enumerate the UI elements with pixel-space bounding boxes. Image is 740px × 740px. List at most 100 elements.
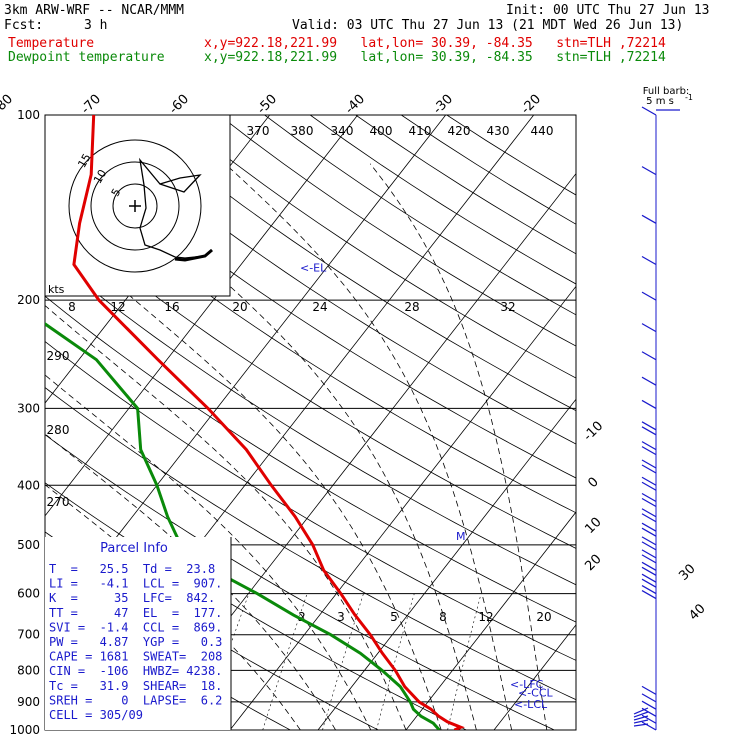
dry-adiabat <box>173 115 576 379</box>
level-marker: <-LFC <box>510 678 544 691</box>
parcel-info-title: Parcel Info <box>100 541 168 556</box>
pressure-label: 900 <box>17 695 40 709</box>
dry-adiabat <box>309 115 576 285</box>
wind-barb <box>641 399 657 409</box>
wind-barb <box>641 554 657 564</box>
isotherm <box>493 624 576 730</box>
pressure-label: 500 <box>17 538 40 552</box>
wind-barb <box>641 522 657 532</box>
theta-label: 370 <box>247 124 270 138</box>
theta-label: 430 <box>487 124 510 138</box>
pressure-label: 1000 <box>9 723 40 737</box>
wind-barb <box>641 323 657 333</box>
level-marker: <-EL <box>300 262 327 275</box>
theta-lower-label: 280 <box>47 423 70 437</box>
wind-barb <box>641 549 657 559</box>
isotherm-label: -80 <box>0 92 16 118</box>
theta-e-label: 12 <box>110 300 125 314</box>
pressure-label: 600 <box>17 587 40 601</box>
wind-barb <box>641 585 657 595</box>
wind-barb <box>641 700 657 710</box>
dry-adiabat <box>82 115 576 445</box>
valid-time: Valid: 03 UTC Thu 27 Jun 13 (21 MDT Wed … <box>292 18 684 33</box>
pressure-label: 700 <box>17 628 40 642</box>
wind-barb <box>641 566 657 576</box>
wind-barb <box>641 426 657 436</box>
parcel-info-row: CELL = 305/09 <box>49 708 143 722</box>
mixing-ratio-line <box>376 593 415 730</box>
wind-barb <box>641 351 657 361</box>
wind-barb <box>641 721 657 731</box>
theta-lower-label: 270 <box>47 495 70 509</box>
moist-adiabat <box>45 305 407 730</box>
moist-adiabat <box>91 163 477 730</box>
dry-adiabat <box>45 164 576 514</box>
theta-e-label: 20 <box>232 300 247 314</box>
wind-barb <box>641 527 657 537</box>
init-time: Init: 00 UTC Thu 27 Jun 13 <box>506 3 710 18</box>
isotherm-label: -40 <box>342 92 368 118</box>
hodograph-ring <box>68 139 202 273</box>
wind-barb <box>641 561 657 571</box>
barb-legend-value: 5 m s <box>646 96 674 107</box>
theta-e-label: 8 <box>68 300 76 314</box>
hodograph-ring-label: 10 <box>91 167 109 186</box>
wind-barb <box>641 536 657 546</box>
cell-motion-marker: M <box>456 530 466 543</box>
isotherm-label: -50 <box>254 92 280 118</box>
mixing-ratio-label: 5 <box>390 610 398 624</box>
parcel-info-row: TT = 47 EL = 177. <box>49 606 222 620</box>
pressure-label: 300 <box>17 401 40 415</box>
wind-barb <box>633 723 649 727</box>
wind-barb <box>633 715 649 721</box>
isotherm <box>317 398 576 730</box>
wind-barb <box>641 441 657 451</box>
hodograph-trace <box>138 157 213 259</box>
wind-barb <box>641 714 657 724</box>
moist-adiabat <box>224 163 512 730</box>
dewpoint-legend: Dewpoint temperature <box>8 50 165 65</box>
wind-barb <box>641 255 657 265</box>
forecast-hour: 3 h <box>84 18 108 33</box>
moist-adiabat <box>45 374 372 730</box>
pressure-label: 400 <box>17 478 40 492</box>
wind-barb <box>641 541 657 551</box>
wind-barb <box>641 376 657 386</box>
forecast-label: Fcst: <box>4 18 44 33</box>
level-marker: <-LCL <box>514 698 548 711</box>
isotherm-label: 20 <box>582 552 604 574</box>
parcel-info-row: LI = -4.1 LCL = 907. <box>49 577 222 591</box>
dry-adiabat <box>45 295 576 623</box>
isotherm-label: -70 <box>78 92 104 118</box>
wind-barb <box>641 573 657 583</box>
level-marker: <-CCL <box>518 686 554 699</box>
theta-label: 400 <box>370 124 393 138</box>
theta-label: 410 <box>409 124 432 138</box>
dry-adiabat <box>45 207 576 549</box>
dry-adiabat <box>401 115 576 225</box>
mixing-ratio-label: 8 <box>439 610 447 624</box>
theta-e-label: 16 <box>164 300 179 314</box>
dry-adiabat <box>45 121 576 479</box>
isotherm-label: 0 <box>585 475 601 491</box>
theta-e-label: 32 <box>500 300 515 314</box>
isotherm-label: -10 <box>581 419 607 445</box>
isotherm-label: -30 <box>430 92 456 118</box>
wind-barb <box>641 166 657 176</box>
wind-barb <box>641 497 657 507</box>
isotherm <box>582 115 740 730</box>
isotherm-label: 10 <box>582 515 604 537</box>
wind-barb <box>641 481 657 491</box>
parcel-info-row: SREH = 0 LAPSE= 6.2 <box>49 693 222 707</box>
theta-lower-label: 290 <box>47 349 70 363</box>
dry-adiabat <box>45 434 555 730</box>
wind-barb <box>641 464 657 474</box>
theta-e-label: 24 <box>312 300 327 314</box>
wind-barb <box>641 476 657 486</box>
moist-adiabat <box>369 163 548 730</box>
wind-barb <box>641 693 657 703</box>
parcel-info-row: Tc = 31.9 SHEAR= 18. <box>49 679 222 693</box>
hodograph-trace-lowlevel <box>174 248 213 262</box>
